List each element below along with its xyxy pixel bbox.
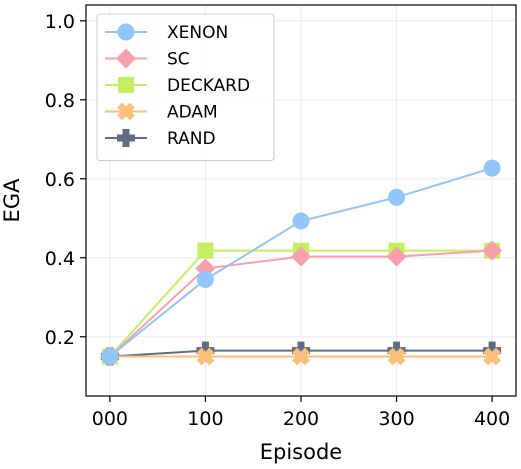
- data-point-sc: [386, 246, 407, 267]
- data-point-deckard: [197, 242, 214, 259]
- y-axis-label: EGA: [0, 178, 24, 223]
- y-tick-label: 0.6: [45, 169, 75, 191]
- legend-box: [96, 13, 275, 161]
- legend-swatch-marker: [117, 23, 135, 41]
- data-point-rand: [196, 341, 215, 360]
- legend-item-rand: RAND: [105, 129, 216, 149]
- data-point-xenon: [388, 188, 406, 206]
- series-layer: [99, 159, 503, 367]
- legend-label-sc: SC: [167, 50, 190, 70]
- ticks: 000 100 200 300 400 0.2 0.4 0.6 0.8 1.0: [45, 11, 510, 430]
- x-tick-label: 200: [283, 408, 319, 430]
- x-tick-label: 400: [474, 408, 510, 430]
- legend-swatch-marker: [117, 129, 135, 147]
- y-tick-label: 0.8: [45, 90, 75, 112]
- legend: XENON SC DECKARD ADAM RAND: [96, 13, 275, 161]
- data-point-adam: [483, 347, 501, 366]
- legend-label-xenon: XENON: [167, 23, 228, 43]
- legend-swatch-marker: [116, 48, 136, 69]
- legend-item-deckard: DECKARD: [105, 76, 250, 96]
- legend-label-deckard: DECKARD: [167, 76, 250, 96]
- data-point-rand: [292, 341, 310, 360]
- legend-label-rand: RAND: [167, 129, 216, 149]
- y-tick-label: 0.4: [45, 248, 75, 270]
- series-xenon: [101, 159, 501, 366]
- data-point-xenon: [483, 159, 501, 177]
- x-tick-label: 000: [92, 408, 128, 430]
- data-point-sc: [291, 246, 311, 267]
- data-point-sc: [482, 240, 503, 261]
- x-tick-label: 100: [187, 408, 223, 430]
- y-tick-label: 0.2: [45, 327, 75, 349]
- legend-item-adam: ADAM: [105, 102, 218, 123]
- data-point-xenon: [196, 270, 214, 288]
- data-point-adam: [196, 347, 215, 366]
- data-point-adam: [387, 347, 406, 366]
- legend-item-xenon: XENON: [105, 23, 228, 43]
- data-point-xenon: [292, 212, 310, 230]
- legend-item-sc: SC: [105, 48, 190, 70]
- x-tick-label: 300: [378, 408, 414, 430]
- data-point-rand: [387, 341, 406, 360]
- legend-swatch-marker: [117, 102, 135, 121]
- y-tick-label: 1.0: [45, 11, 75, 33]
- x-axis-label: Episode: [260, 440, 342, 464]
- data-point-rand: [483, 341, 502, 360]
- data-point-adam: [292, 347, 310, 366]
- data-point-xenon: [101, 348, 119, 366]
- legend-swatch-marker: [118, 77, 134, 93]
- legend-label-adam: ADAM: [167, 103, 218, 123]
